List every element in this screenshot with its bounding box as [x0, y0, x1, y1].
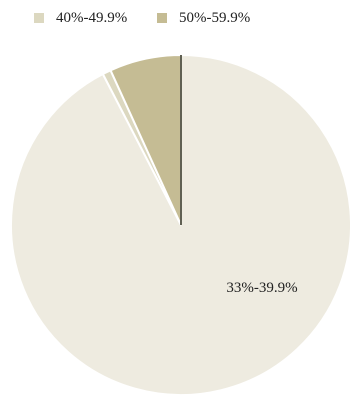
legend-label-50-59: 50%-59.9%: [179, 9, 251, 26]
legend-item-50-59: 50%-59.9%: [157, 8, 250, 28]
slice-label-33-39: 33%-39.9%: [226, 280, 297, 296]
legend-label-40-49: 40%-49.9%: [56, 9, 128, 26]
legend-swatch-50-59: [157, 13, 167, 23]
legend-item-40-49: 40%-49.9%: [34, 8, 127, 28]
legend-swatch-40-49: [34, 13, 44, 23]
chart-legend: 40%-49.9% 50%-59.9%: [0, 8, 350, 28]
